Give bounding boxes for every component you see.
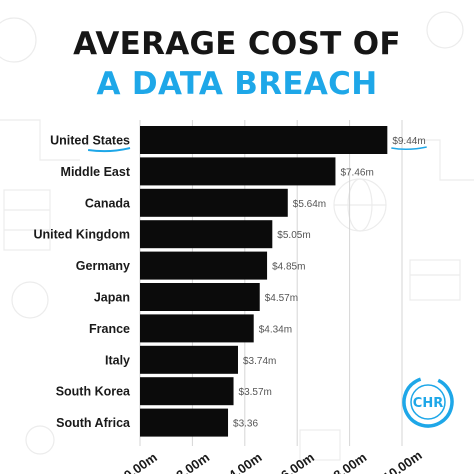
highlight-underline [87, 147, 131, 153]
value-label: $3.36 [233, 419, 258, 430]
title-line-1: AVERAGE COST OF [73, 26, 401, 62]
bar [140, 283, 260, 311]
bar [140, 220, 273, 249]
x-tick-label: $0.00m [115, 450, 160, 474]
x-tick-label: $6.00m [272, 450, 317, 474]
value-label: $4.34m [259, 324, 292, 335]
value-label: $3.57m [239, 387, 272, 398]
title-line-2: A DATA BREACH [96, 66, 378, 102]
value-label: $7.46m [340, 167, 373, 178]
bar [140, 157, 336, 186]
bar [140, 345, 238, 374]
value-label: $3.74m [243, 356, 276, 367]
category-label: Middle East [61, 165, 131, 179]
bar [140, 377, 234, 406]
value-label: $4.57m [265, 293, 298, 304]
category-label: Japan [94, 291, 130, 305]
value-underline [391, 146, 427, 151]
value-label: $5.64m [293, 199, 326, 210]
bar [140, 126, 388, 154]
chr-logo-icon: CHR [402, 376, 454, 428]
category-label: France [89, 322, 130, 336]
value-label: $4.85m [272, 262, 305, 273]
bar [140, 251, 268, 280]
category-label: Canada [85, 196, 131, 210]
category-label: United Kingdom [33, 228, 130, 242]
logo-text: CHR [413, 396, 443, 411]
x-tick-label: $10.00m [374, 447, 425, 474]
category-label: United States [50, 134, 130, 148]
category-label: South Korea [56, 385, 131, 399]
bar [140, 408, 229, 437]
category-label: Germany [76, 259, 130, 273]
bar [140, 188, 288, 217]
category-label: Italy [105, 353, 130, 367]
value-label: $9.44m [392, 136, 425, 147]
bar [140, 314, 254, 343]
x-tick-label: $8.00m [325, 450, 370, 474]
x-tick-label: $2.00m [167, 450, 212, 474]
x-tick-label: $4.00m [220, 450, 265, 474]
value-label: $5.05m [277, 230, 310, 241]
category-label: South Africa [56, 416, 131, 430]
